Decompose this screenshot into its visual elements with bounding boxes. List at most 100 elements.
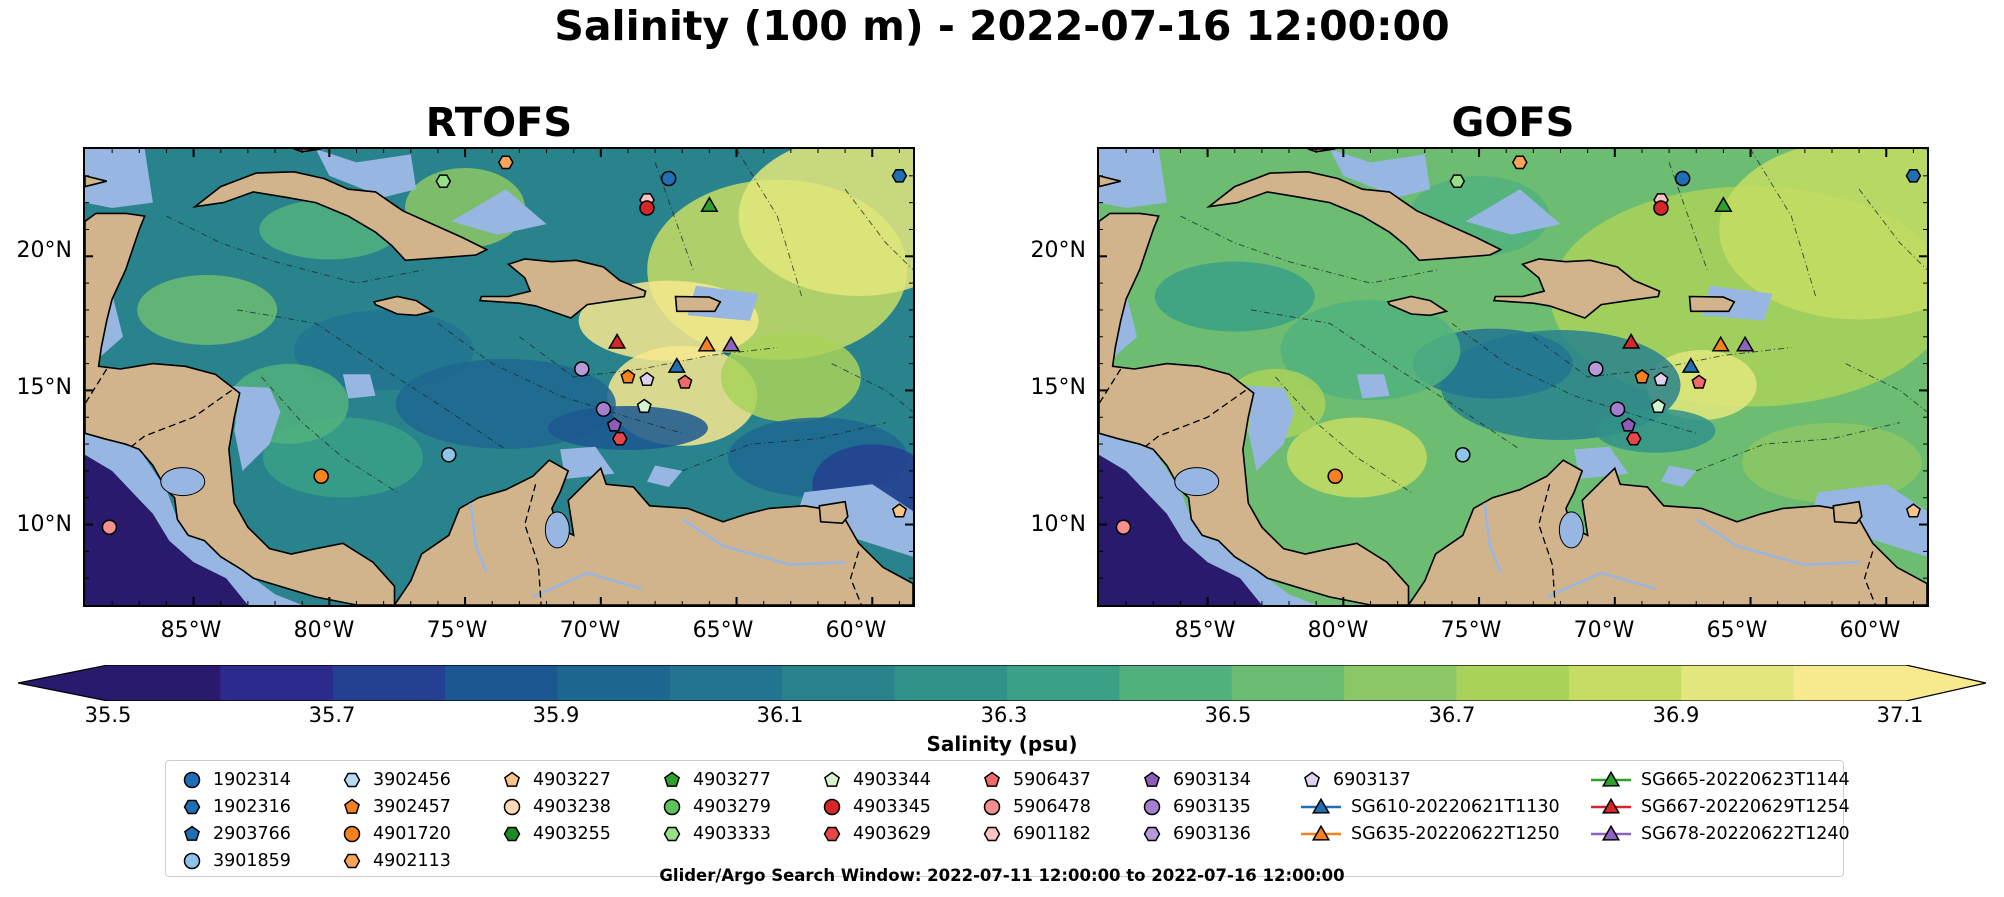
panel-title-rtofs: RTOFS [425,100,573,146]
argo-float-marker [1674,170,1691,187]
legend-label: 6903137 [1333,770,1411,790]
legend-label: 3901859 [213,851,291,871]
lake-nicaragua [1174,467,1220,497]
legend-item: 6901182 [981,821,1091,847]
y-tick-label: 15°N [1030,375,1086,400]
land-cuba [192,170,489,262]
eez-boundary [1845,363,1927,413]
legend-item: SG610-20220621T1130 [1301,794,1560,820]
legend-item: 4903344 [821,767,931,793]
legend-label: 4903227 [533,770,611,790]
colorbar-bin [1456,665,1570,701]
x-tick-label: 80°W [293,618,355,643]
argo-float-marker [1905,503,1921,518]
shallow-shelf [1356,374,1390,399]
legend-marker-icon [183,852,201,870]
argo-float-marker [1609,401,1626,417]
colorbar-tick-label: 35.9 [532,703,580,727]
legend-marker-hexagon-icon [1143,826,1161,842]
legend-item: 4901720 [341,821,451,847]
lake-maracaibo [1558,511,1584,549]
legend-marker-hexagon-icon [823,826,841,842]
eez-boundary [1250,309,1521,450]
legend-marker-icon [663,798,681,816]
legend-marker-hexagon-icon [663,826,681,842]
legend-item: 3901859 [181,848,291,874]
legend-marker-icon [343,853,361,869]
legend-marker-circle-icon [1143,798,1161,816]
legend-marker-icon [1591,770,1631,787]
glider-marker [1736,335,1755,352]
land-hispaniola [1492,258,1661,319]
pacific-ocean [1099,454,1262,605]
legend-item: 1902316 [181,794,291,820]
legend-marker-pentagon-icon [664,771,680,787]
legend-item: 4903238 [501,794,611,820]
legend-marker-icon [983,798,1001,816]
search-window-caption: Glider/Argo Search Window: 2022-07-11 12… [659,866,1345,885]
legend-marker-icon [664,771,680,787]
argo-float-marker [639,200,655,216]
shallow-shelf [1221,385,1295,471]
eez-boundary [1180,215,1439,284]
legend-marker-triangle-icon [1601,824,1621,841]
legend-marker-triangle-icon [1601,770,1621,787]
x-tick-label: 85°W [160,618,222,643]
map-panel-gofs [1097,147,1929,607]
y-tick-label: 10°N [16,512,72,537]
x-tick-label: 65°W [1706,618,1768,643]
x-tick-label: 60°W [1839,618,1901,643]
legend-label: 4903345 [853,797,931,817]
map-canvas [1099,149,1927,605]
legend-item: SG678-20220622T1240 [1591,821,1850,847]
legend-item: 6903135 [1141,794,1251,820]
legend-label: 1902316 [213,797,291,817]
legend-item: 5906437 [981,767,1091,793]
glider-marker [608,333,627,349]
legend-label: 6901182 [1013,824,1091,844]
land-puerto-rico [1688,295,1736,313]
salinity-field-patch [547,405,708,450]
legend-marker-triangle-icon [1601,797,1621,814]
land-puerto-rico [674,295,722,313]
legend-marker-icon [1301,824,1341,841]
colorbar-bin [1793,665,1907,701]
colorbar-bin [1007,665,1120,701]
legend-marker-icon [824,771,840,787]
colorbar-tick-label: 35.7 [308,703,356,727]
argo-float-marker [595,401,612,417]
legend-label: SG665-20220623T1144 [1641,770,1850,790]
legend: 1902314 1902316 2903766 3901859 3902456 39024… [165,760,1850,877]
pacific-ocean [85,454,248,605]
argo-float-marker [1115,519,1132,535]
legend-marker-icon [1301,797,1341,814]
legend-marker-hexagon-icon [503,826,521,842]
colorbar-tick-label: 36.3 [980,703,1028,727]
axis-ticks [1099,149,1927,605]
legend-marker-pentagon-icon [824,771,840,787]
legend-marker-triangle-icon [1311,824,1331,841]
legend-marker-icon [183,771,201,789]
river [1483,502,1502,574]
shallow-shelf [796,484,913,557]
legend-marker-icon [1591,797,1631,814]
shallow-shelf [451,189,547,235]
land-central-america [85,212,396,605]
land-trinidad [1832,500,1863,525]
colorbar-bin [1568,665,1682,701]
x-tick-label: 65°W [692,618,754,643]
legend-marker-circle-icon [823,798,841,816]
legend-item: 3902457 [341,794,451,820]
argo-float-marker [497,155,514,170]
legend-label: 4902113 [373,851,451,871]
shallow-shelf [1329,149,1431,198]
legend-label: 1902314 [213,770,291,790]
legend-item: 6903137 [1301,767,1411,793]
argo-float-marker [1455,447,1471,463]
colorbar-bin [1681,665,1795,701]
salinity-field-patch [738,149,913,297]
eez-boundary [1275,376,1412,493]
country-border [1144,389,1246,448]
legend-marker-circle-icon [983,798,1001,816]
eez-boundary [261,376,398,493]
